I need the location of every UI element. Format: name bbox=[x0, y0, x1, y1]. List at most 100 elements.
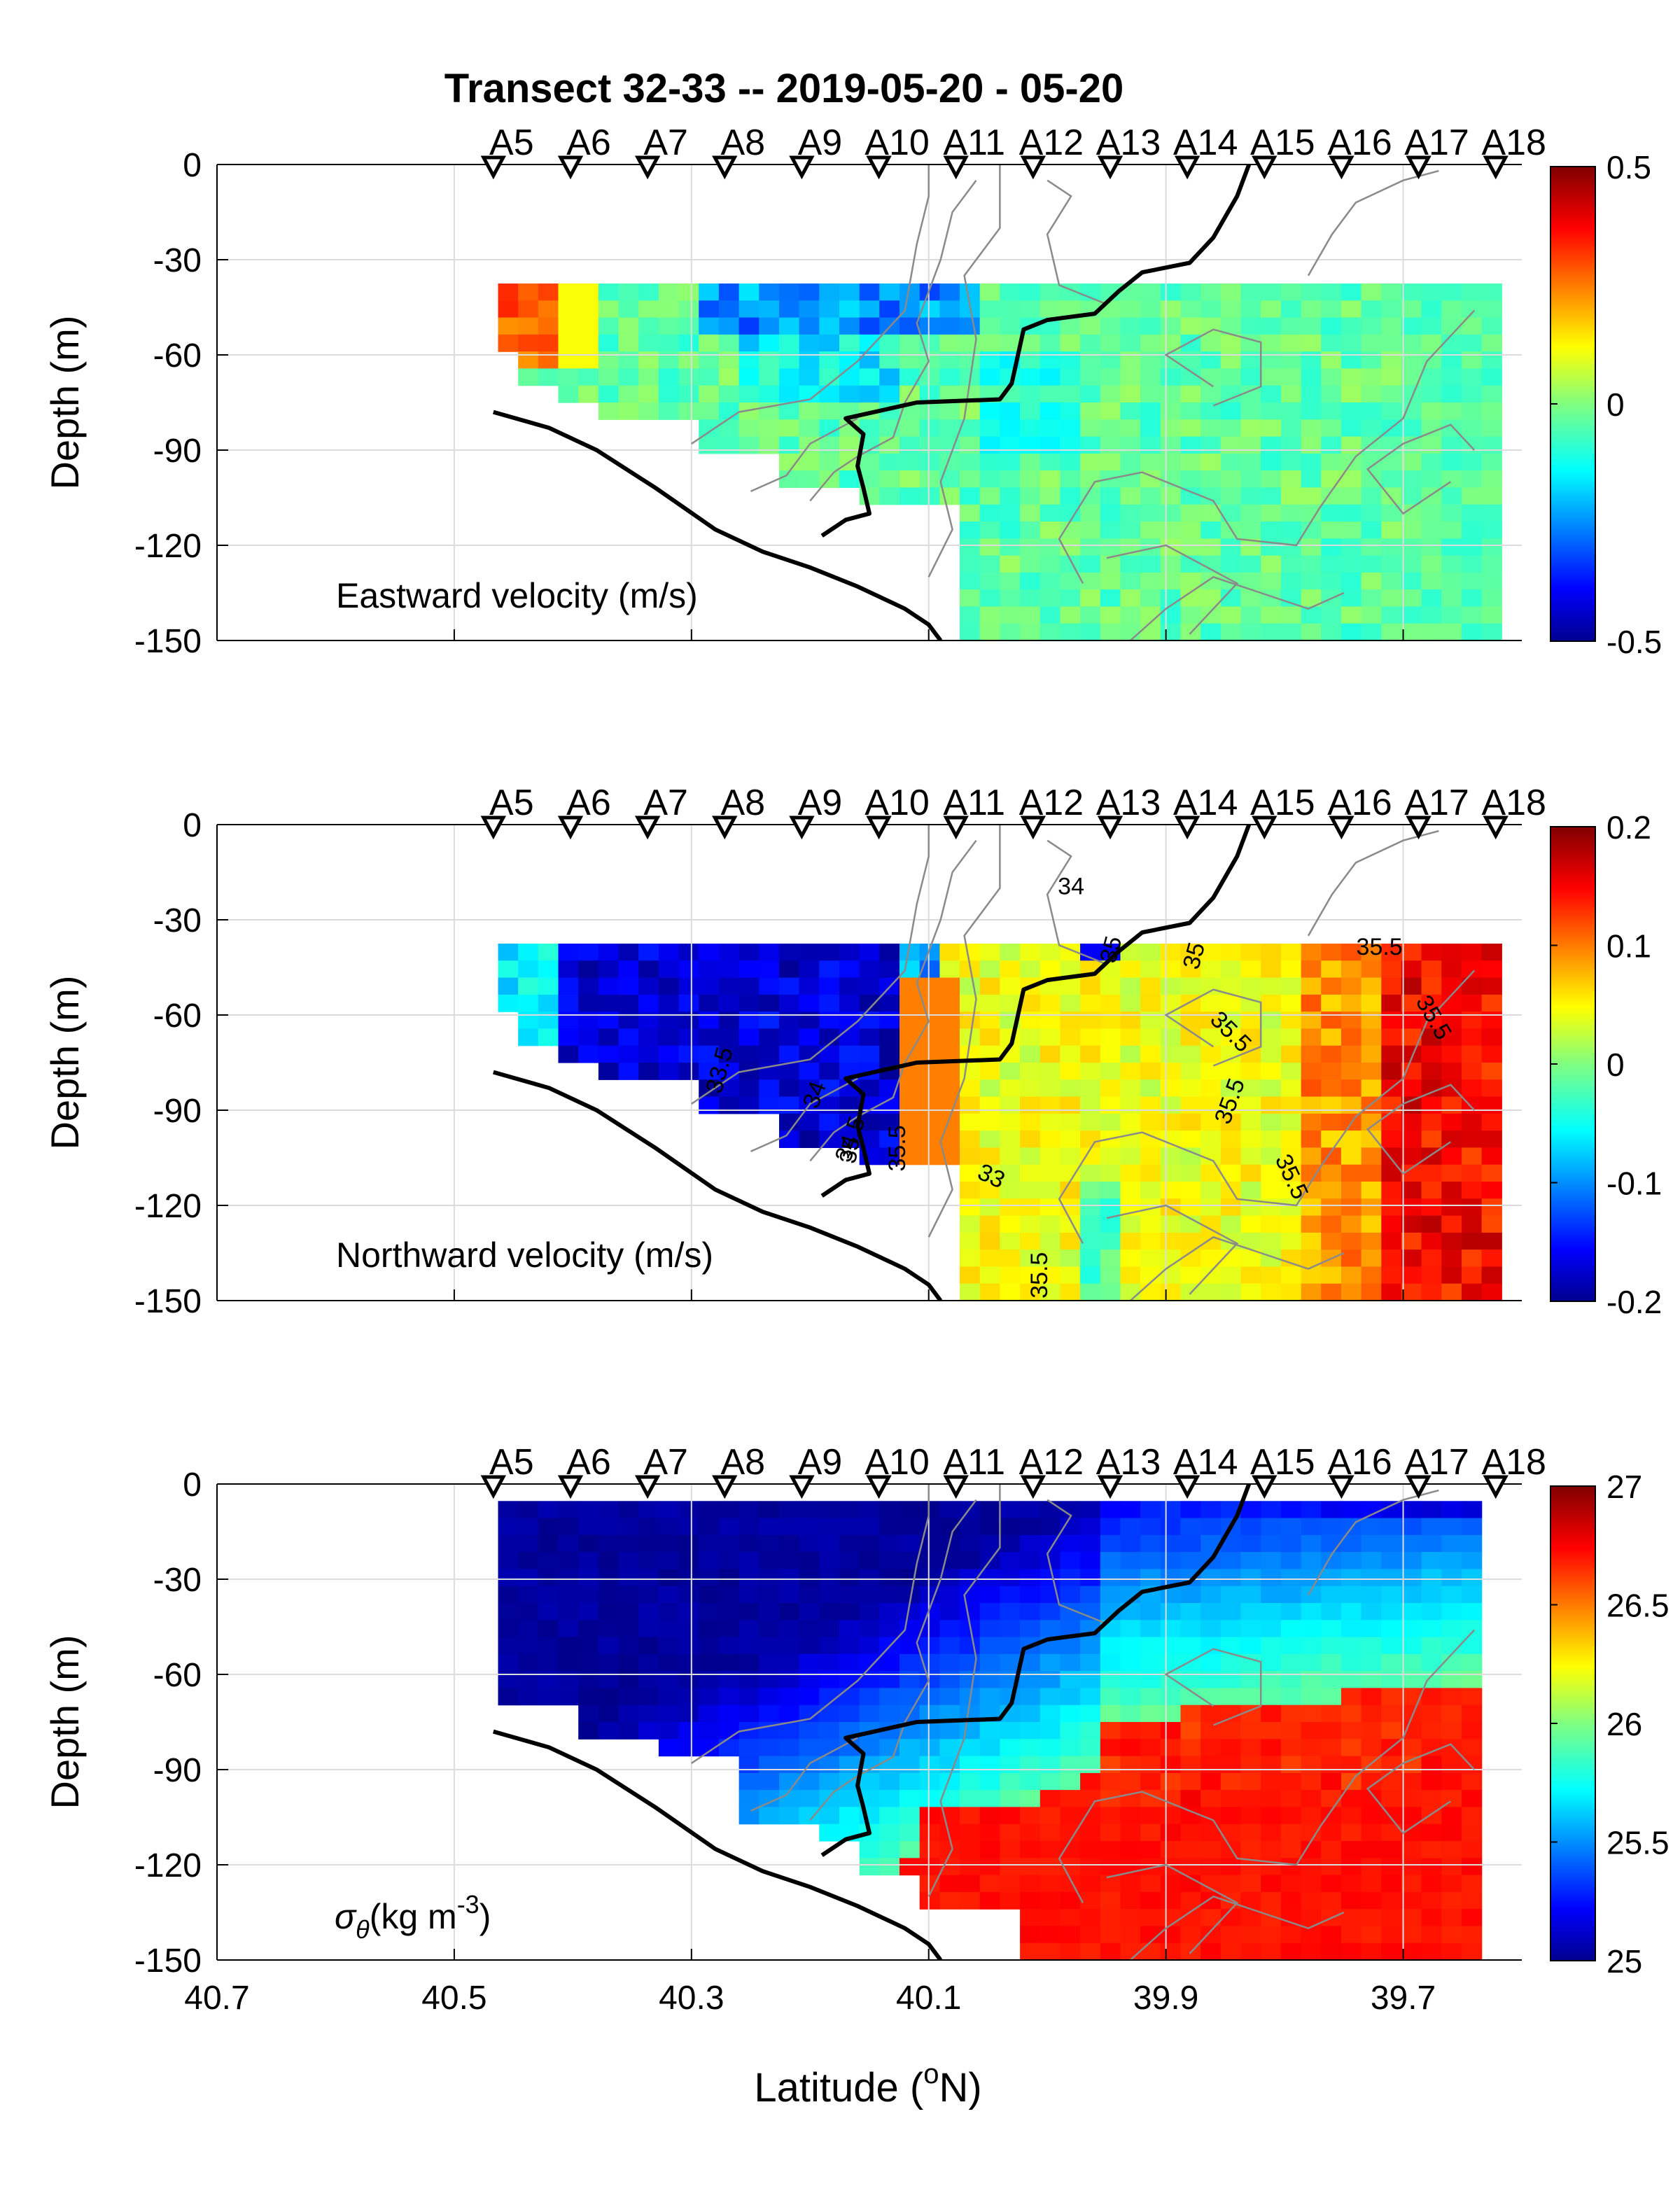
heatmap-cell bbox=[1301, 1653, 1322, 1672]
heatmap-cell bbox=[1100, 572, 1121, 590]
heatmap-cell bbox=[1160, 453, 1182, 471]
heatmap-cell bbox=[1200, 402, 1222, 420]
heatmap-cell bbox=[1240, 317, 1261, 335]
heatmap-cell bbox=[1020, 1841, 1041, 1858]
heatmap-cell bbox=[1080, 1011, 1101, 1029]
heatmap-cell bbox=[578, 1552, 599, 1569]
heatmap-cell bbox=[759, 1772, 780, 1791]
heatmap-cell bbox=[1140, 419, 1161, 438]
heatmap-cell bbox=[1481, 1232, 1502, 1250]
heatmap-cell bbox=[678, 317, 699, 335]
heatmap-cell bbox=[1340, 1823, 1362, 1842]
heatmap-cell bbox=[578, 1586, 599, 1604]
heatmap-cell bbox=[1401, 1891, 1422, 1910]
heatmap-cell bbox=[879, 300, 900, 318]
heatmap-cell bbox=[1280, 470, 1302, 488]
heatmap-cell bbox=[1261, 368, 1282, 386]
heatmap-cell bbox=[1120, 1688, 1141, 1706]
heatmap-cell bbox=[1381, 589, 1402, 607]
heatmap-cell bbox=[1340, 1283, 1362, 1301]
heatmap-cell bbox=[1301, 538, 1322, 556]
density-label-theta: θ bbox=[356, 1915, 370, 1944]
heatmap-cell bbox=[1000, 1620, 1021, 1638]
heatmap-cell bbox=[1220, 606, 1242, 624]
heatmap-cell bbox=[518, 1518, 539, 1536]
heatmap-cell bbox=[799, 1688, 820, 1706]
density-label-close: ) bbox=[479, 1897, 491, 1936]
heatmap-cell bbox=[919, 1671, 940, 1688]
heatmap-cell bbox=[1120, 368, 1141, 386]
heatmap-cell bbox=[1020, 572, 1041, 590]
heatmap-cell bbox=[1280, 385, 1302, 403]
isohaline-contour bbox=[691, 1484, 930, 1764]
heatmap-cell bbox=[1040, 1891, 1061, 1910]
heatmap-cell bbox=[960, 1552, 981, 1569]
heatmap-cell bbox=[1340, 994, 1362, 1012]
heatmap-cell bbox=[1020, 1722, 1041, 1740]
heatmap-cell bbox=[1361, 1722, 1382, 1740]
heatmap-cell bbox=[1321, 538, 1342, 556]
heatmap-cell bbox=[518, 368, 539, 386]
heatmap-cell bbox=[879, 1704, 900, 1723]
heatmap-cell bbox=[738, 1045, 760, 1063]
heatmap-cell bbox=[1220, 1603, 1242, 1620]
isohaline-contour bbox=[809, 839, 977, 1162]
heatmap-cell bbox=[1020, 589, 1041, 607]
heatmap-cell bbox=[1462, 1653, 1483, 1672]
heatmap-cell bbox=[960, 1790, 981, 1807]
heatmap-cell bbox=[578, 1653, 599, 1672]
heatmap-cell bbox=[1462, 504, 1483, 522]
heatmap-cell bbox=[1361, 606, 1382, 624]
heatmap-cell bbox=[1120, 1063, 1141, 1080]
heatmap-cell bbox=[1240, 1283, 1261, 1301]
heatmap-cell bbox=[1280, 1266, 1302, 1284]
heatmap-cell bbox=[939, 1722, 960, 1740]
heatmap-cell bbox=[1000, 555, 1021, 573]
heatmap-cell bbox=[1000, 1807, 1021, 1825]
heatmap-cell bbox=[1340, 1182, 1362, 1199]
heatmap-cell bbox=[598, 368, 620, 386]
heatmap-cell bbox=[1040, 606, 1061, 624]
heatmap-cell bbox=[558, 1603, 579, 1620]
heatmap-cell bbox=[1361, 368, 1382, 386]
heatmap-cell bbox=[1441, 1875, 1462, 1893]
heatmap-cell bbox=[1220, 1130, 1242, 1148]
heatmap-cell bbox=[1220, 334, 1242, 352]
heatmap-cell bbox=[960, 1164, 981, 1182]
heatmap-cell bbox=[839, 470, 860, 488]
heatmap-cell bbox=[498, 334, 519, 352]
heatmap-cell bbox=[1140, 284, 1161, 301]
heatmap-cell bbox=[1462, 1130, 1483, 1148]
isohaline-contour bbox=[1164, 988, 1262, 1067]
heatmap-cell bbox=[1301, 368, 1322, 386]
heatmap-cell bbox=[1140, 1079, 1161, 1098]
heatmap-cell bbox=[1321, 470, 1342, 488]
heatmap-cell bbox=[1340, 1501, 1362, 1519]
heatmap-cell bbox=[919, 436, 940, 454]
heatmap-cell bbox=[859, 368, 880, 386]
heatmap-cell bbox=[658, 1739, 680, 1757]
heatmap-cell bbox=[1280, 1637, 1302, 1655]
heatmap-cell bbox=[1280, 623, 1302, 640]
heatmap-cell bbox=[1441, 1182, 1462, 1199]
heatmap-cell bbox=[678, 1501, 699, 1519]
heatmap-cell bbox=[1421, 1164, 1442, 1182]
heatmap-cell bbox=[1280, 334, 1302, 352]
heatmap-cell bbox=[1040, 1130, 1061, 1148]
heatmap-cell bbox=[1240, 1182, 1261, 1199]
heatmap-cell bbox=[1000, 317, 1021, 335]
contour-label: 35.5 bbox=[884, 1125, 911, 1171]
heatmap-cell bbox=[899, 1772, 920, 1791]
heatmap-cell bbox=[1000, 1534, 1021, 1553]
heatmap-cell bbox=[1080, 1501, 1101, 1519]
heatmap-cell bbox=[598, 1688, 620, 1706]
heatmap-cell bbox=[1220, 623, 1242, 640]
heatmap-cell bbox=[979, 487, 1000, 505]
heatmap-cell bbox=[638, 1586, 659, 1604]
heatmap-cell bbox=[1100, 623, 1121, 640]
heatmap-cell bbox=[1120, 1232, 1141, 1250]
heatmap-cell bbox=[1481, 1182, 1502, 1199]
heatmap-cell bbox=[1361, 1875, 1382, 1893]
heatmap-cell bbox=[1280, 1586, 1302, 1604]
heatmap-cell bbox=[498, 300, 519, 318]
